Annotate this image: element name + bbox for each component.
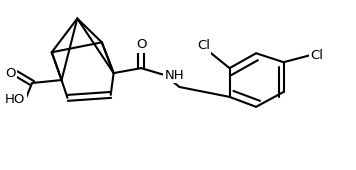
Text: Cl: Cl: [310, 49, 323, 62]
Text: O: O: [5, 67, 15, 80]
Text: O: O: [136, 38, 146, 51]
Text: NH: NH: [165, 69, 184, 82]
Text: Cl: Cl: [197, 39, 210, 52]
Text: HO: HO: [5, 93, 25, 106]
